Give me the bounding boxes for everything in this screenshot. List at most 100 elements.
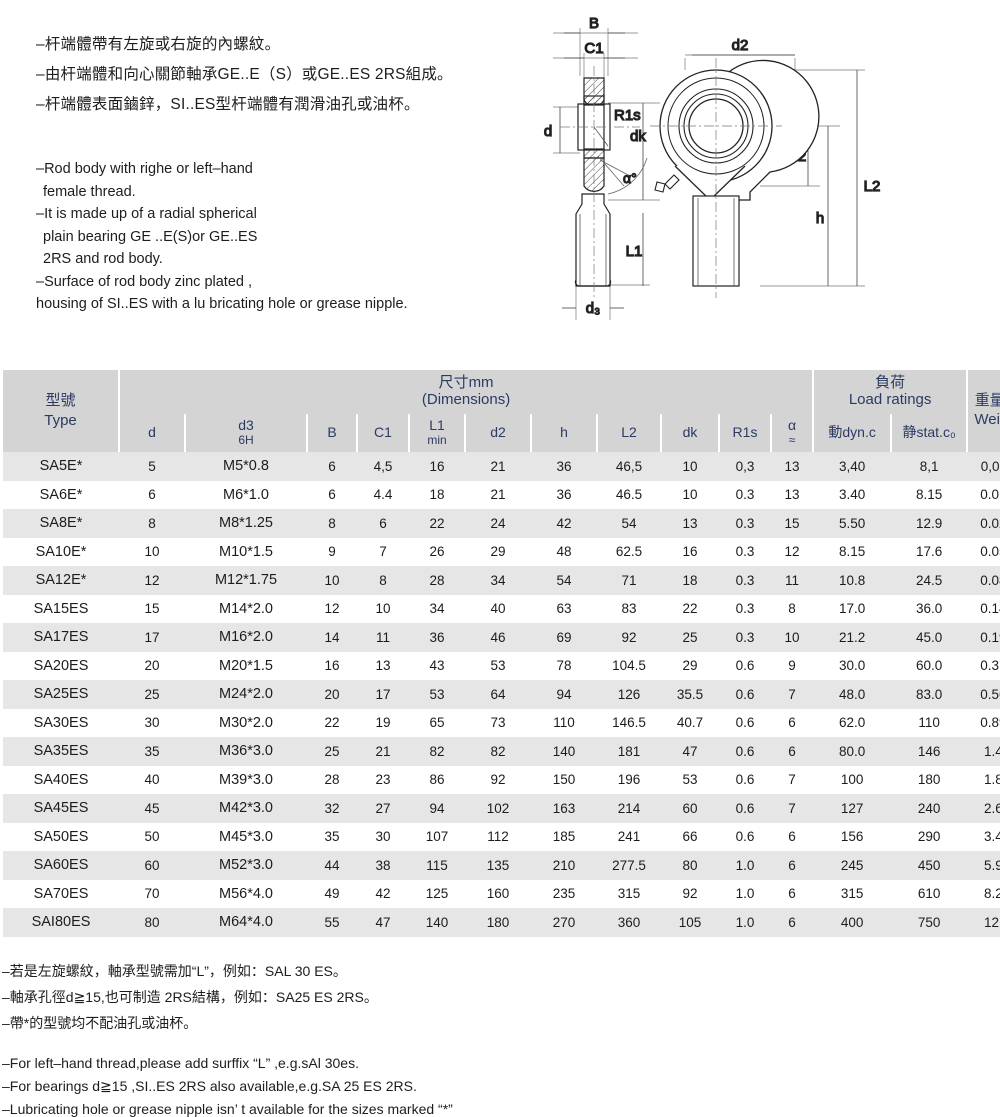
header-col-alpha-label: α	[788, 417, 797, 434]
cell-stat: 8,1	[919, 458, 939, 474]
cell-L1: 16	[429, 458, 445, 474]
cell-B: 6	[328, 458, 336, 474]
footnote-en-3: –Lubricating hole or grease nipple isn’ …	[2, 1101, 453, 1117]
cell-type: SAI80ES	[31, 914, 91, 931]
description-english: –Rod body with righe or left–hand female…	[36, 158, 536, 316]
cell-L1: 86	[429, 772, 445, 788]
cell-dyn: 5.50	[838, 515, 866, 531]
cell-weight: 0.029	[980, 515, 1000, 531]
specification-table: 型號 Type 尺寸mm (Dimensions) 負荷 Load rating…	[3, 370, 1000, 937]
cell-alpha: 6	[788, 743, 796, 759]
cell-dyn: 3,40	[838, 458, 866, 474]
cell-B: 49	[324, 886, 340, 902]
header-col-L1: L1 min	[409, 414, 466, 452]
footnote-en-2: –For bearings d≧15 ,SI..ES 2RS also avai…	[2, 1078, 417, 1094]
cell-type: SA70ES	[33, 885, 89, 902]
header-col-d3: d3 6H	[185, 414, 308, 452]
header-load-en: Load ratings	[848, 391, 932, 408]
cell-dk: 10	[682, 487, 698, 503]
cell-weight: 12.0	[983, 914, 1000, 930]
cell-alpha: 13	[784, 458, 800, 474]
cell-d2: 180	[486, 914, 510, 930]
table-row: SA8E* 8 M8*1.25 8 6 22 24 42 54 13 0.3 15 5.50 12.9 0.…	[3, 509, 1000, 538]
cell-L2: 315	[617, 886, 641, 902]
cell-type: SA40ES	[33, 771, 89, 788]
cell-L2: 146.5	[612, 715, 646, 731]
drawing-label-R1s: R1s	[614, 107, 641, 124]
cell-alpha: 6	[788, 914, 796, 930]
cell-R1s: 1.0	[735, 914, 755, 930]
description-chinese: –杆端體帶有左旋或右旋的內螺紋。 –由杆端體和向心關節軸承GE..E（S）或GE…	[36, 30, 536, 120]
table-row: SA20ES 20 M20*1.5 16 13 43 53 78 104.5 29 0.6 9 30.0…	[3, 651, 1000, 680]
cell-C1: 21	[375, 743, 391, 759]
table-row: SA25ES 25 M24*2.0 20 17 53 64 94 126 35.5 0.6 7 48.0…	[3, 680, 1000, 709]
cell-d: 80	[144, 914, 160, 930]
cell-dk: 60	[682, 800, 698, 816]
cell-dyn: 30.0	[838, 658, 866, 674]
table-row: SA15ES 15 M14*2.0 12 10 34 40 63 83 22 0.3 8 17.0 36.…	[3, 594, 1000, 623]
cell-d: 30	[144, 715, 160, 731]
cell-stat: 450	[917, 857, 941, 873]
cell-L1: 115	[426, 857, 448, 873]
header-weight-zh: 重量kg	[974, 392, 1000, 410]
header-col-C1-label: C1	[374, 424, 392, 441]
cell-h: 42	[556, 515, 572, 531]
cell-L2: 104.5	[612, 658, 646, 674]
header-col-d-label: d	[148, 424, 156, 441]
cell-type: SA17ES	[33, 629, 89, 646]
cell-L2: 54	[621, 515, 637, 531]
cell-weight: 0.310	[980, 658, 1000, 674]
cell-alpha: 7	[788, 772, 796, 788]
cell-R1s: 0.3	[735, 544, 755, 560]
header-weight: 重量kg Weight	[967, 370, 1000, 452]
cell-type: SA35ES	[33, 743, 89, 760]
cell-d2: 34	[490, 572, 506, 588]
header-col-d2-label: d2	[490, 424, 506, 441]
cell-d2: 24	[490, 515, 506, 531]
header-type: 型號 Type	[3, 370, 120, 452]
cell-d3: M5*0.8	[223, 458, 269, 475]
cell-B: 8	[328, 515, 336, 531]
cell-type: SA30ES	[33, 714, 89, 731]
cell-d3: M39*3.0	[218, 771, 273, 788]
cell-alpha: 7	[788, 686, 796, 702]
cell-dyn: 100	[840, 772, 864, 788]
cell-stat: 12.9	[915, 515, 943, 531]
cell-alpha: 8	[788, 601, 796, 617]
cell-h: 210	[552, 857, 576, 873]
cell-L2: 360	[617, 914, 641, 930]
cell-h: 36	[556, 487, 572, 503]
cell-R1s: 0,3	[735, 458, 755, 474]
drawing-label-L2: L2	[864, 178, 881, 195]
cell-stat: 750	[917, 914, 941, 930]
cell-d2: 73	[490, 715, 506, 731]
cell-h: 110	[553, 715, 575, 731]
cell-h: 54	[556, 572, 572, 588]
cell-d2: 82	[490, 743, 506, 759]
cell-R1s: 0.3	[735, 487, 755, 503]
cell-dyn: 127	[840, 800, 864, 816]
cell-stat: 180	[917, 772, 941, 788]
cell-L2: 126	[617, 686, 641, 702]
cell-R1s: 0.3	[735, 572, 755, 588]
cell-alpha: 6	[788, 715, 796, 731]
cell-dyn: 62.0	[838, 715, 866, 731]
table-row: SA50ES 50 M45*3.0 35 30 107 112 185 241 66 0.6 6 156…	[3, 822, 1000, 851]
table-row: SA60ES 60 M52*3.0 44 38 115 135 210 277.5 80 1.0 6 2…	[3, 851, 1000, 880]
description-zh-line-1: –杆端體帶有左旋或右旋的內螺紋。	[36, 36, 281, 53]
header-col-stat: 静stat.c₀	[891, 414, 969, 452]
cell-h: 270	[552, 914, 576, 930]
description-zh-line-2: –由杆端體和向心關節軸承GE..E（S）或GE..ES 2RS組成。	[36, 66, 453, 83]
cell-R1s: 0.6	[735, 743, 755, 759]
cell-dyn: 400	[840, 914, 864, 930]
cell-d: 50	[144, 829, 160, 845]
header-col-dk-label: dk	[682, 424, 698, 441]
header-col-dyn-label: 動dyn.c	[828, 424, 876, 441]
cell-d2: 112	[487, 829, 509, 845]
description-zh-line-3: –杆端體表面鏀鋅，SI..ES型杆端體有潤滑油孔或油杯。	[36, 96, 420, 113]
header-col-dk: dk	[661, 414, 720, 452]
cell-weight: 0.190	[980, 629, 1000, 645]
cell-d3: M20*1.5	[218, 657, 273, 674]
cell-stat: 83.0	[915, 686, 943, 702]
cell-alpha: 13	[784, 487, 800, 503]
